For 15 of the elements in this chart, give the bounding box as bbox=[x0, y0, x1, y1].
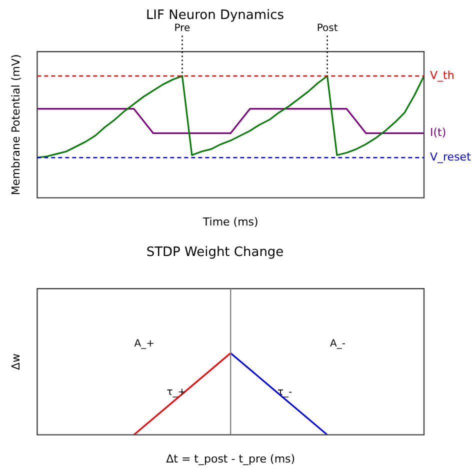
text: A_- bbox=[330, 338, 346, 350]
annotation: τ_- bbox=[277, 386, 292, 398]
annotation: τ_+ bbox=[166, 386, 186, 398]
y-axis-title: Membrane Potential (mV) bbox=[9, 54, 22, 196]
text: A_+ bbox=[134, 338, 154, 350]
ref-line-label: V_reset bbox=[430, 150, 472, 164]
text: Pre bbox=[174, 23, 190, 34]
y-axis-title: Δw bbox=[9, 353, 22, 370]
x-axis-title: Δt = t_post - t_pre (ms) bbox=[166, 452, 296, 466]
ref-line-label: V_th bbox=[430, 68, 454, 82]
x-axis-title: Time (ms) bbox=[202, 215, 258, 228]
chart-title: STDP Weight Change bbox=[146, 245, 284, 260]
series-label: I(t) bbox=[430, 126, 446, 140]
text: Post bbox=[316, 23, 338, 34]
chart-title: LIF Neuron Dynamics bbox=[146, 8, 284, 24]
